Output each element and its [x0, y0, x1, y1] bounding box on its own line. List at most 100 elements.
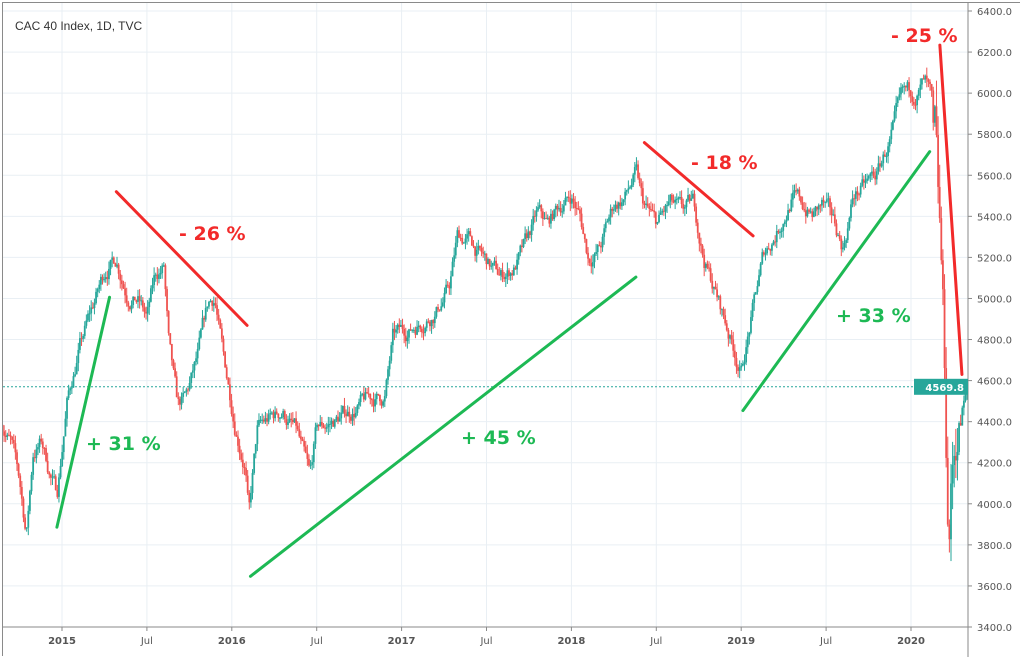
candle-body-up — [766, 248, 768, 254]
candle-body-up — [358, 402, 360, 406]
candle-body-up — [483, 253, 486, 255]
candle-body-up — [635, 164, 638, 168]
candle-body-up — [411, 329, 414, 331]
candle-body-up — [66, 397, 68, 419]
candle-body-down — [600, 245, 602, 248]
candle-body-up — [675, 199, 678, 201]
candle-body-up — [756, 286, 759, 293]
candlestick-chart[interactable]: 6400.0 6200.0 6000.0 5800.0 5600.0 5400.0 5200… — [3, 3, 1021, 657]
candle-body-down — [709, 268, 712, 281]
candle-body-down — [932, 90, 935, 123]
candle-body-down — [724, 315, 727, 324]
candle-body-up — [608, 217, 610, 222]
y-tick-label: 5000.0 — [977, 294, 1012, 305]
candle-body-down — [872, 171, 875, 176]
candle-body-up — [750, 317, 752, 333]
candle-body-down — [398, 324, 401, 327]
candle-body-down — [304, 446, 307, 453]
candle-body-down — [40, 438, 43, 442]
candle-body-up — [832, 214, 835, 216]
candle-body-up — [212, 303, 215, 306]
candle-body-down — [577, 208, 580, 210]
candle-body-up — [866, 178, 869, 181]
x-tick-label: Jul — [140, 636, 153, 647]
candle-body-down — [172, 360, 175, 369]
candle-body-down — [308, 458, 310, 466]
candle-body-down — [283, 411, 286, 420]
candle-body-down — [227, 378, 230, 385]
candle-body-down — [379, 394, 381, 402]
candle-body-down — [922, 78, 925, 80]
candle-body-down — [43, 447, 46, 449]
candle-body-down — [469, 231, 472, 237]
candle-body-down — [45, 448, 47, 461]
candle-body-up — [746, 336, 749, 348]
candle-body-down — [9, 435, 12, 437]
candle-body-down — [24, 517, 26, 529]
candle-body-up — [796, 189, 799, 192]
candle-body-up — [311, 462, 314, 465]
y-tick-label: 6400.0 — [977, 7, 1012, 18]
candle-body-down — [911, 96, 914, 102]
candle-body-up — [864, 180, 867, 183]
candle-body-down — [948, 524, 951, 540]
candle-body-down — [369, 393, 372, 400]
candle-body-up — [443, 293, 446, 303]
candle-body-down — [233, 421, 236, 435]
last-price-label: 4569.8 — [925, 383, 964, 394]
candle-body-down — [306, 452, 309, 459]
candle-body-up — [96, 288, 99, 292]
candle-body-up — [412, 329, 415, 331]
candle-body-up — [504, 276, 507, 280]
candle-body-up — [527, 231, 530, 239]
candle-body-down — [101, 276, 104, 281]
candle-body-up — [512, 267, 515, 276]
candle-body-down — [295, 418, 297, 426]
candle-body-down — [858, 194, 860, 196]
candle-body-down — [324, 427, 327, 429]
candle-body-up — [441, 302, 444, 307]
candle-body-up — [279, 417, 281, 419]
candle-body-down — [362, 393, 365, 400]
candle-body-down — [682, 204, 685, 209]
candle-body-down — [803, 209, 806, 211]
candle-body-up — [477, 245, 480, 250]
candle-body-up — [553, 209, 556, 220]
candle-body-up — [314, 427, 317, 444]
candle-body-up — [817, 205, 820, 210]
candle-body-up — [140, 300, 143, 302]
candle-body-up — [338, 418, 341, 422]
candle-body-up — [632, 174, 635, 185]
candle-body-up — [359, 394, 362, 403]
candle-body-down — [727, 330, 730, 339]
candle-body-down — [174, 368, 176, 377]
candle-body-down — [671, 194, 673, 201]
candle-body-down — [166, 289, 168, 312]
candle-body-up — [130, 304, 133, 310]
candle-body-down — [243, 467, 246, 469]
candle-body-down — [16, 452, 18, 465]
candle-body-down — [291, 419, 294, 423]
candle-body-up — [748, 332, 751, 337]
candle-body-up — [522, 238, 525, 247]
candle-body-up — [196, 349, 199, 359]
candle-body-down — [219, 319, 222, 329]
candle-body-down — [725, 323, 728, 331]
candle-body-up — [198, 337, 201, 350]
candle-body-up — [316, 424, 318, 428]
candle-body-down — [927, 79, 930, 82]
candle-body-up — [146, 307, 149, 314]
candle-body-up — [785, 220, 788, 222]
candle-body-up — [538, 205, 541, 208]
candle-body-up — [254, 444, 257, 454]
candle-body-up — [919, 84, 922, 90]
candle-body-up — [435, 307, 438, 317]
candle-body-down — [714, 286, 717, 290]
candle-body-down — [211, 300, 214, 306]
candle-body-up — [758, 275, 760, 287]
candle-body-up — [361, 393, 364, 395]
candle-body-down — [216, 305, 218, 315]
candle-body-up — [25, 527, 28, 529]
candle-body-down — [508, 270, 510, 276]
